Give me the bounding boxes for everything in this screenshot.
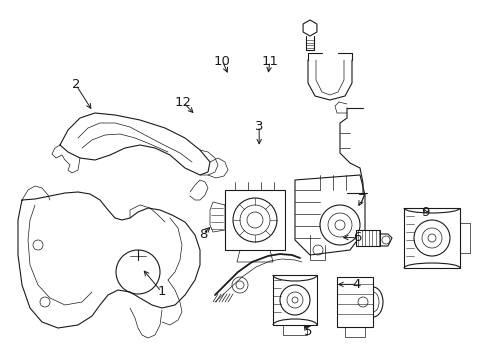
Text: 11: 11 bbox=[261, 55, 278, 68]
Text: 7: 7 bbox=[357, 193, 366, 206]
Text: 4: 4 bbox=[352, 278, 361, 291]
Text: 5: 5 bbox=[303, 325, 312, 338]
Text: 3: 3 bbox=[254, 120, 263, 132]
Text: 2: 2 bbox=[71, 78, 80, 91]
Polygon shape bbox=[224, 190, 285, 250]
Polygon shape bbox=[294, 175, 364, 255]
Text: 12: 12 bbox=[175, 96, 191, 109]
Text: 6: 6 bbox=[352, 231, 361, 244]
Text: 10: 10 bbox=[214, 55, 230, 68]
Polygon shape bbox=[272, 275, 316, 325]
Text: 1: 1 bbox=[157, 285, 165, 298]
Polygon shape bbox=[355, 230, 379, 246]
Text: 9: 9 bbox=[420, 206, 429, 219]
Text: 8: 8 bbox=[198, 228, 207, 240]
Polygon shape bbox=[403, 208, 459, 268]
Polygon shape bbox=[336, 277, 372, 327]
Polygon shape bbox=[303, 20, 316, 36]
